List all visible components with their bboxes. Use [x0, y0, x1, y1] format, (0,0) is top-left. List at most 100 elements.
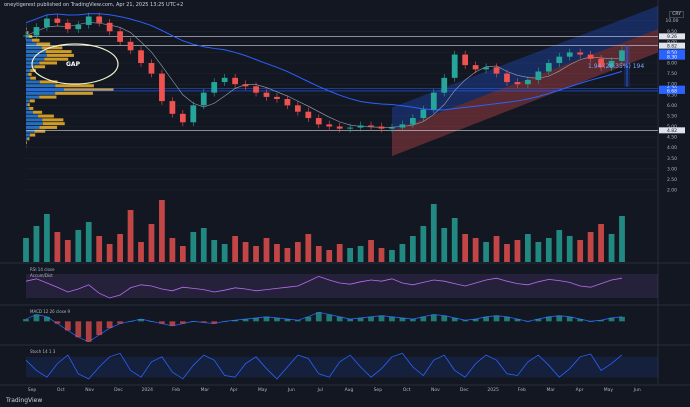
y-tick-label: 3.50 [667, 156, 677, 162]
macd-histogram-bar [211, 321, 218, 324]
volume-bar [326, 250, 333, 262]
y-tick-label: 2.00 [667, 188, 677, 194]
macd-histogram-bar [430, 314, 437, 322]
volume-bar [430, 204, 437, 262]
macd-histogram-bar [232, 320, 238, 322]
macd-histogram-bar [305, 316, 312, 322]
x-axis: Sep Oct Nov Dec 2024 Feb Mar Apr May Jun Jul Aug Sep… [28, 387, 641, 393]
accdist-label: Accum/Dist [30, 273, 53, 278]
volume-profile-bar [30, 76, 36, 80]
candle-body [305, 111, 312, 119]
macd-histogram-bar [504, 316, 510, 322]
volume-profile-bar [26, 72, 29, 76]
y-tick-label: 4.00 [667, 145, 677, 151]
candle-body [441, 77, 448, 93]
rsi-band [26, 274, 658, 298]
volume-bar [75, 230, 82, 262]
volume-profile-bar [55, 91, 93, 95]
macd-pane [23, 311, 625, 343]
macd-histogram-bar [577, 319, 584, 322]
volume-bar [587, 232, 594, 262]
candle-body [127, 41, 134, 51]
price-label-box [659, 49, 685, 56]
volume-profile-bar [26, 95, 40, 99]
volume-bar [200, 228, 207, 262]
volume-bar [294, 242, 301, 262]
volume-bar [127, 210, 134, 262]
x-tick-label: Nov [431, 387, 440, 393]
volume-bar [378, 248, 385, 262]
x-tick-label: Oct [57, 387, 65, 393]
volume-bar [33, 226, 40, 262]
candle-body [545, 63, 552, 72]
volume-bar [253, 246, 259, 262]
price-label-box [659, 42, 685, 49]
x-tick-label: Feb [172, 387, 180, 393]
price-label: 4.82 [667, 128, 677, 134]
candle-body [420, 109, 427, 119]
macd-histogram-bar [253, 317, 259, 322]
candle-body [514, 82, 521, 85]
volume-bar [451, 218, 458, 262]
macd-histogram-bar [357, 317, 364, 322]
macd-histogram-bar [598, 320, 604, 322]
price-label-box [659, 87, 685, 94]
currency-button[interactable]: CRY [669, 11, 684, 18]
volume-bar [545, 238, 552, 262]
x-tick-label: Sep [374, 387, 383, 393]
volume-bar [598, 224, 604, 262]
volume-profile-bar [27, 103, 30, 107]
volume-bar [305, 234, 312, 262]
volume-profile-bar [26, 31, 28, 35]
volume-bar [462, 234, 469, 262]
volume-bar [556, 230, 563, 262]
volume-bar [211, 240, 218, 262]
ma-long-line [25, 13, 623, 111]
x-tick-label: Apr [576, 387, 584, 393]
channel-lower-band [391, 29, 658, 157]
volume-bar [263, 238, 270, 262]
x-tick-label: Dec [460, 387, 469, 393]
macd-histogram-bar [326, 314, 333, 322]
macd-histogram-bar [54, 321, 61, 324]
x-tick-label: 2024 [142, 387, 154, 393]
candle-body [336, 126, 343, 129]
candle-body [263, 92, 270, 97]
volume-bar [23, 238, 29, 262]
volume-bar [577, 240, 584, 262]
macd-histogram-bar [138, 319, 144, 322]
volume-bar [472, 238, 479, 262]
candle-body [85, 16, 92, 25]
x-tick-label: Feb [518, 387, 526, 393]
x-tick-label: Mar [201, 387, 210, 393]
x-tick-label: Oct [403, 387, 411, 393]
candle-body [294, 105, 301, 112]
y-tick-label: 9.00 [667, 39, 677, 45]
volume-profile-bar [26, 141, 27, 145]
candle-body [587, 54, 594, 59]
y-tick-label: 10.00 [666, 18, 679, 24]
volume-bar [138, 242, 144, 262]
volume-bar [525, 234, 531, 262]
x-tick-label: Jun [633, 387, 641, 393]
macd-histogram-bar [483, 316, 489, 322]
volume-profile-bar [26, 65, 35, 69]
macd-histogram-bar [179, 321, 186, 324]
volume-profile-bar [30, 69, 36, 73]
macd-histogram-bar [556, 315, 563, 322]
volume-bar [504, 244, 510, 262]
candle-body [483, 67, 489, 70]
price-label: 9.26 [667, 34, 677, 40]
volume-profile-bar [26, 125, 40, 129]
candle-body [274, 96, 280, 99]
price-label-box [659, 33, 685, 40]
macd-histogram-bar [127, 321, 134, 322]
macd-histogram-bar [493, 315, 500, 322]
macd-label: MACD 12 26 close 9 [30, 309, 71, 314]
candle-body [566, 52, 573, 57]
volume-bar [441, 228, 448, 262]
volume-bar [96, 236, 103, 262]
candle-body [221, 77, 228, 83]
volume-profile-bar [26, 103, 28, 107]
